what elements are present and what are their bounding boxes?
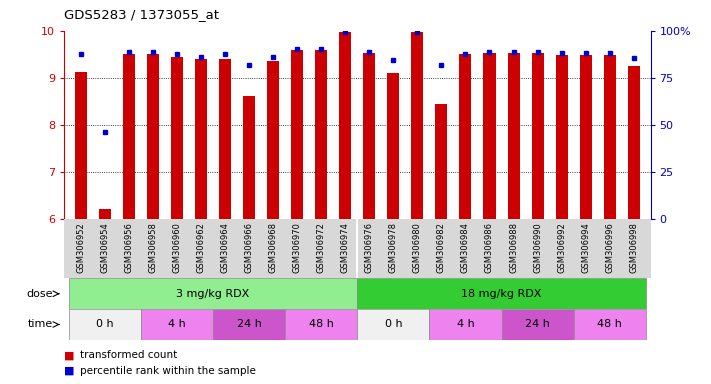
Bar — [628, 66, 640, 219]
Text: GSM306970: GSM306970 — [293, 222, 301, 273]
Text: percentile rank within the sample: percentile rank within the sample — [80, 366, 255, 376]
Text: GSM306984: GSM306984 — [461, 222, 470, 273]
Bar — [435, 104, 447, 219]
Bar — [292, 50, 303, 219]
Text: 4 h: 4 h — [168, 319, 186, 329]
Text: GSM306990: GSM306990 — [533, 222, 542, 273]
Text: GSM306964: GSM306964 — [220, 222, 230, 273]
Text: GSM306976: GSM306976 — [365, 222, 374, 273]
Text: GDS5283 / 1373055_at: GDS5283 / 1373055_at — [64, 8, 219, 21]
Bar — [508, 53, 520, 219]
Bar — [358, 309, 429, 340]
Text: ■: ■ — [64, 350, 75, 360]
Bar — [141, 309, 213, 340]
Bar — [387, 73, 400, 219]
Text: GSM306982: GSM306982 — [437, 222, 446, 273]
Text: GSM306952: GSM306952 — [76, 222, 85, 273]
Text: GSM306978: GSM306978 — [389, 222, 398, 273]
Bar — [358, 278, 646, 309]
Bar — [483, 53, 496, 219]
Text: GSM306992: GSM306992 — [557, 222, 566, 273]
Bar — [555, 55, 567, 219]
Text: 4 h: 4 h — [456, 319, 474, 329]
Text: ■: ■ — [64, 366, 75, 376]
Bar — [363, 53, 375, 219]
Bar — [75, 72, 87, 219]
Text: 18 mg/kg RDX: 18 mg/kg RDX — [461, 289, 542, 299]
Text: GSM306980: GSM306980 — [413, 222, 422, 273]
Text: 24 h: 24 h — [525, 319, 550, 329]
Bar — [171, 56, 183, 219]
Text: GSM306954: GSM306954 — [100, 222, 109, 273]
Bar — [315, 50, 327, 219]
Text: 0 h: 0 h — [96, 319, 114, 329]
Bar — [69, 278, 358, 309]
Text: GSM306962: GSM306962 — [196, 222, 205, 273]
Text: GSM306986: GSM306986 — [485, 222, 494, 273]
Text: GSM306996: GSM306996 — [605, 222, 614, 273]
Bar — [579, 55, 592, 219]
Bar — [147, 54, 159, 219]
Bar — [99, 210, 111, 219]
Text: GSM306968: GSM306968 — [269, 222, 277, 273]
Bar — [285, 309, 358, 340]
Text: GSM306960: GSM306960 — [173, 222, 181, 273]
Text: transformed count: transformed count — [80, 350, 177, 360]
Text: GSM306958: GSM306958 — [149, 222, 157, 273]
Text: 3 mg/kg RDX: 3 mg/kg RDX — [176, 289, 250, 299]
Text: GSM306974: GSM306974 — [341, 222, 350, 273]
Bar — [213, 309, 285, 340]
Bar — [459, 54, 471, 219]
Text: 0 h: 0 h — [385, 319, 402, 329]
Text: GSM306956: GSM306956 — [124, 222, 134, 273]
Bar — [412, 31, 423, 219]
Bar — [69, 309, 141, 340]
Text: GSM306972: GSM306972 — [316, 222, 326, 273]
Bar — [604, 55, 616, 219]
Text: dose: dose — [27, 289, 53, 299]
Text: 48 h: 48 h — [597, 319, 622, 329]
Text: GSM306966: GSM306966 — [245, 222, 254, 273]
Bar — [429, 309, 501, 340]
Bar — [195, 59, 207, 219]
Bar — [219, 59, 231, 219]
Text: 24 h: 24 h — [237, 319, 262, 329]
Text: time: time — [28, 319, 53, 329]
Bar — [501, 309, 574, 340]
Bar — [123, 54, 135, 219]
Bar — [574, 309, 646, 340]
Bar — [267, 61, 279, 219]
Bar — [339, 31, 351, 219]
Bar — [243, 96, 255, 219]
Bar — [532, 53, 544, 219]
Text: 48 h: 48 h — [309, 319, 333, 329]
Text: GSM306988: GSM306988 — [509, 222, 518, 273]
Text: GSM306994: GSM306994 — [581, 222, 590, 273]
Text: GSM306998: GSM306998 — [629, 222, 638, 273]
